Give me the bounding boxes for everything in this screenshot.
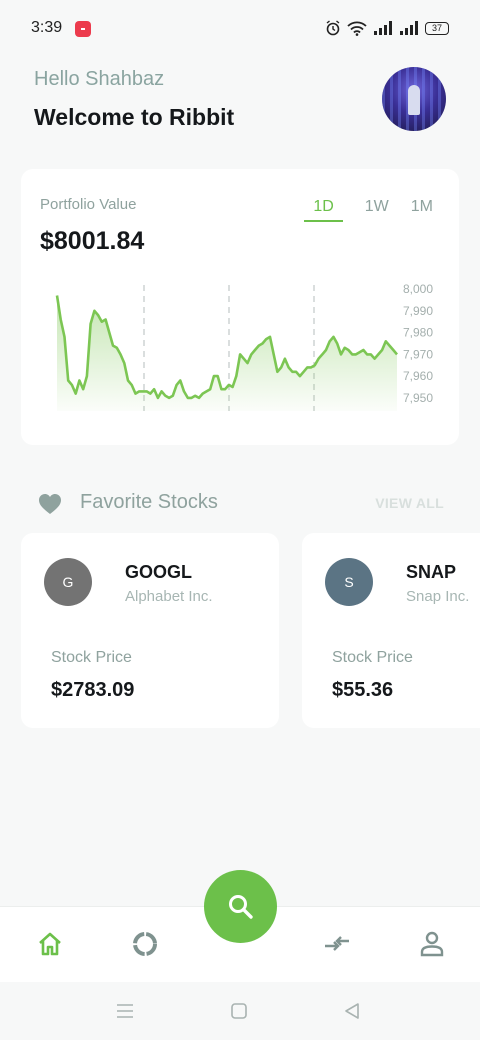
status-time: 3:39 — [31, 19, 63, 36]
home-icon[interactable] — [35, 929, 65, 959]
trade-arrows-icon[interactable] — [322, 929, 352, 959]
status-bar: 3:39 37 — [0, 0, 480, 58]
portfolio-value: $8001.84 — [40, 227, 145, 255]
battery-icon: 37 — [425, 21, 449, 35]
stock-logo: S — [325, 558, 373, 606]
stock-company-name: Snap Inc. — [406, 588, 470, 605]
back-triangle-icon[interactable] — [343, 1002, 361, 1020]
chart-y-tick-label: 7,970 — [403, 347, 433, 361]
favorites-header: Favorite Stocks VIEW ALL — [38, 489, 444, 517]
profile-icon[interactable] — [417, 929, 447, 959]
chart-series-line — [55, 295, 398, 400]
chart-y-tick-label: 7,980 — [403, 326, 433, 340]
alarm-icon — [326, 20, 340, 36]
chart-y-tick-label: 8,000 — [403, 282, 433, 296]
home-square-icon[interactable] — [230, 1002, 248, 1020]
range-tab-1d[interactable]: 1D — [304, 198, 343, 222]
stock-card-snap[interactable]: S SNAP Snap Inc. Stock Price $55.36 — [302, 533, 480, 728]
chart-y-tick-label: 7,950 — [403, 391, 433, 405]
heart-icon — [39, 494, 61, 514]
notification-icon — [75, 21, 91, 37]
range-tab-1m[interactable]: 1M — [410, 198, 433, 215]
range-tabs: 1D 1W 1M — [304, 198, 433, 222]
chart-area-fill — [57, 295, 397, 411]
welcome-title: Welcome to Ribbit — [34, 104, 235, 130]
system-nav-bar — [0, 982, 480, 1040]
portfolio-label: Portfolio Value — [40, 196, 137, 213]
stock-ticker: GOOGL — [125, 562, 192, 582]
stock-price-label: Stock Price — [332, 649, 413, 666]
view-all-link[interactable]: VIEW ALL — [375, 495, 444, 511]
favorites-title: Favorite Stocks — [80, 491, 218, 513]
greeting-text: Hello Shahbaz — [34, 68, 165, 90]
chart-y-tick-label: 7,990 — [403, 304, 433, 318]
stock-price: $55.36 — [332, 679, 394, 701]
signal-icon — [374, 21, 392, 35]
portfolio-card: Portfolio Value $8001.84 1D 1W 1M 8,000 7… — [21, 169, 459, 445]
portfolio-ring-icon[interactable] — [130, 929, 160, 959]
status-icons: 37 — [325, 20, 449, 36]
search-icon — [229, 895, 253, 919]
stock-company-name: Alphabet Inc. — [125, 588, 213, 605]
avatar[interactable] — [382, 67, 446, 131]
chart-y-tick-label: 7,960 — [403, 369, 433, 383]
stock-card-googl[interactable]: G GOOGL Alphabet Inc. Stock Price $2783.… — [21, 533, 279, 728]
stock-price: $2783.09 — [51, 679, 135, 701]
range-tab-1w[interactable]: 1W — [364, 198, 389, 215]
stock-ticker: SNAP — [406, 562, 457, 582]
search-fab-button[interactable] — [204, 870, 277, 943]
signal-icon — [400, 21, 418, 35]
wifi-icon — [347, 21, 367, 36]
stock-logo: G — [44, 558, 92, 606]
portfolio-chart: 8,000 7,990 7,980 7,970 7,960 7,950 — [55, 282, 433, 411]
menu-icon[interactable] — [115, 1002, 135, 1020]
stock-price-label: Stock Price — [51, 649, 132, 666]
